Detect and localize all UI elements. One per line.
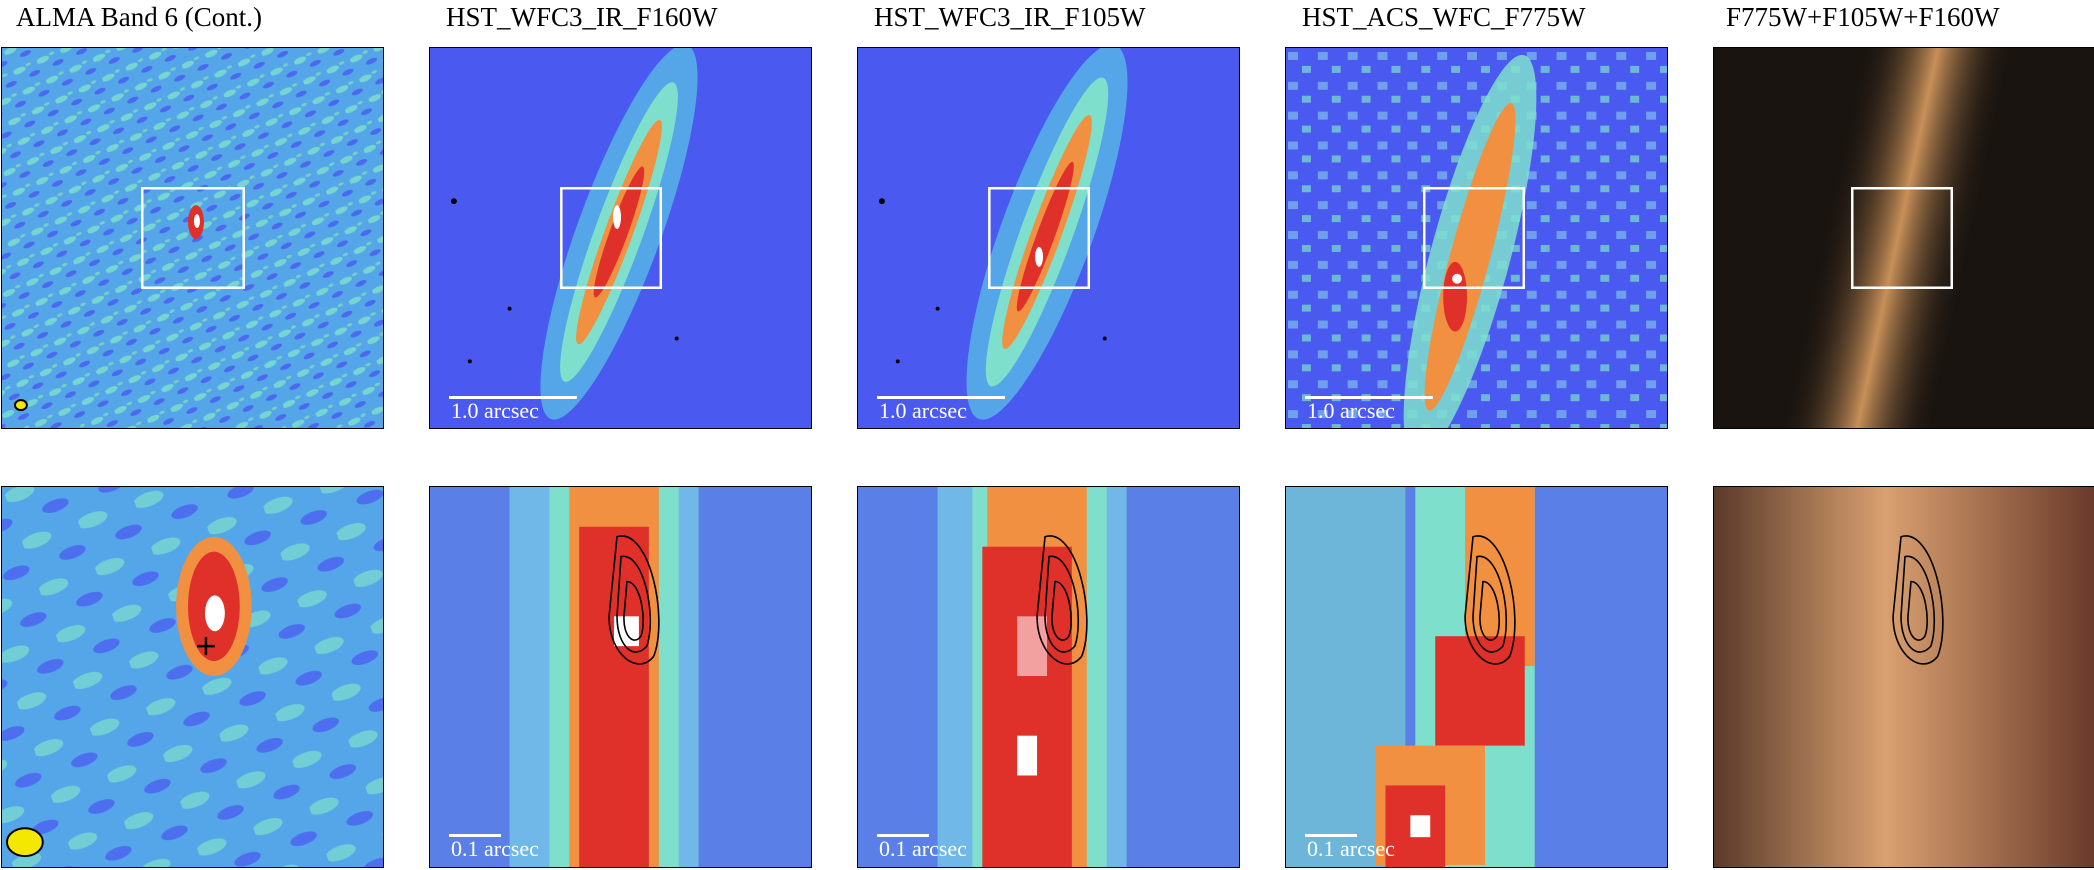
f775w-zoom-image <box>1286 487 1667 867</box>
f160w-wide-image <box>430 48 811 428</box>
f160w-zoom-image <box>430 487 811 867</box>
scalebar-line <box>1305 396 1433 399</box>
rgb-wide-image <box>1714 48 2094 428</box>
alma-wide-image <box>2 48 383 428</box>
column-title-rgb: F775W+F105W+F160W <box>1726 2 2000 32</box>
alma-wide-panel <box>1 47 384 429</box>
f105w-wide-panel <box>857 47 1240 429</box>
rgb-wide-panel <box>1713 47 2094 429</box>
rgb-zoom-image <box>1714 487 2094 867</box>
scalebar-line <box>1305 834 1357 837</box>
scalebar-label: 0.1 arcsec <box>879 836 967 861</box>
scalebar-label: 0.1 arcsec <box>451 836 539 861</box>
scalebar-line <box>877 834 929 837</box>
scalebar-label: 1.0 arcsec <box>879 398 967 423</box>
f775w-wide-image <box>1286 48 1667 428</box>
column-title-f105w: HST_WFC3_IR_F105W <box>874 2 1146 32</box>
scalebar-label: 0.1 arcsec <box>1307 836 1395 861</box>
scalebar-line <box>449 396 577 399</box>
f160w-zoom-panel <box>429 486 812 868</box>
alma-zoom-image <box>2 487 383 867</box>
column-title-f160w: HST_WFC3_IR_F160W <box>446 2 718 32</box>
scalebar-line <box>449 834 501 837</box>
f775w-zoom-panel <box>1285 486 1668 868</box>
column-title-f775w: HST_ACS_WFC_F775W <box>1302 2 1586 32</box>
scalebar-label: 1.0 arcsec <box>451 398 539 423</box>
rgb-zoom-panel <box>1713 486 2094 868</box>
alma-zoom-panel <box>1 486 384 868</box>
f105w-zoom-panel <box>857 486 1240 868</box>
f160w-wide-panel <box>429 47 812 429</box>
f105w-zoom-image <box>858 487 1239 867</box>
f775w-wide-panel <box>1285 47 1668 429</box>
f105w-wide-image <box>858 48 1239 428</box>
column-title-alma: ALMA Band 6 (Cont.) <box>16 2 262 32</box>
scalebar-line <box>877 396 1005 399</box>
scalebar-label: 1.0 arcsec <box>1307 398 1395 423</box>
